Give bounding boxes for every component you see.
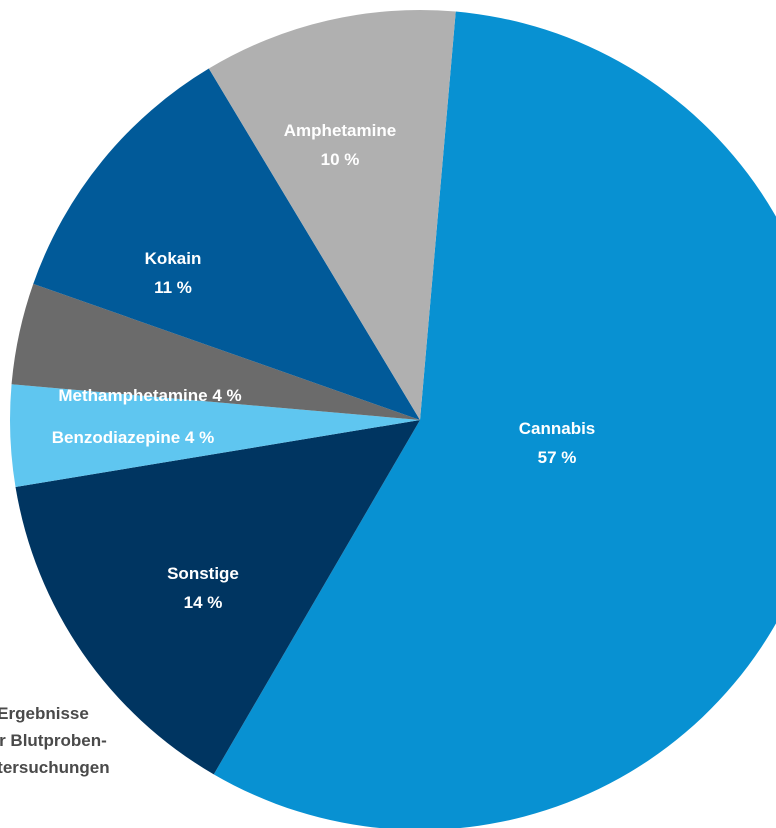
pie-slice-benzodiazepine xyxy=(9,384,420,487)
slice-label-amphetamine: Amphetamine 10 % xyxy=(284,121,396,169)
pie-slice-sonstige xyxy=(15,420,421,775)
slice-label-sonstige: Sonstige 14 % xyxy=(167,564,239,612)
center-text-line-2: der Blutproben- xyxy=(0,731,107,750)
slice-label-kokain: Kokain 11 % xyxy=(145,249,202,297)
pie-labels: Cannabis 57 % Sonstige 14 % Benzodiazepine 4… xyxy=(52,121,596,612)
pie-slice-kokain xyxy=(33,68,420,421)
chart-center-text: Ergebnisse der Blutproben- untersuchunge… xyxy=(0,700,148,781)
pie-slices xyxy=(9,9,776,828)
pie-slice-cannabis xyxy=(213,11,776,828)
center-text-line-1: Ergebnisse xyxy=(0,704,89,723)
slice-label-benzodiazepine: Benzodiazepine 4 % xyxy=(52,428,214,447)
pie-slice-methamphetamine xyxy=(11,283,420,420)
center-text-line-3: untersuchungen xyxy=(0,758,110,777)
slice-label-methamphetamine: Methamphetamine 4 % xyxy=(58,386,241,405)
slice-label-cannabis: Cannabis 57 % xyxy=(519,419,596,467)
pie-slice-amphetamine xyxy=(208,9,456,420)
